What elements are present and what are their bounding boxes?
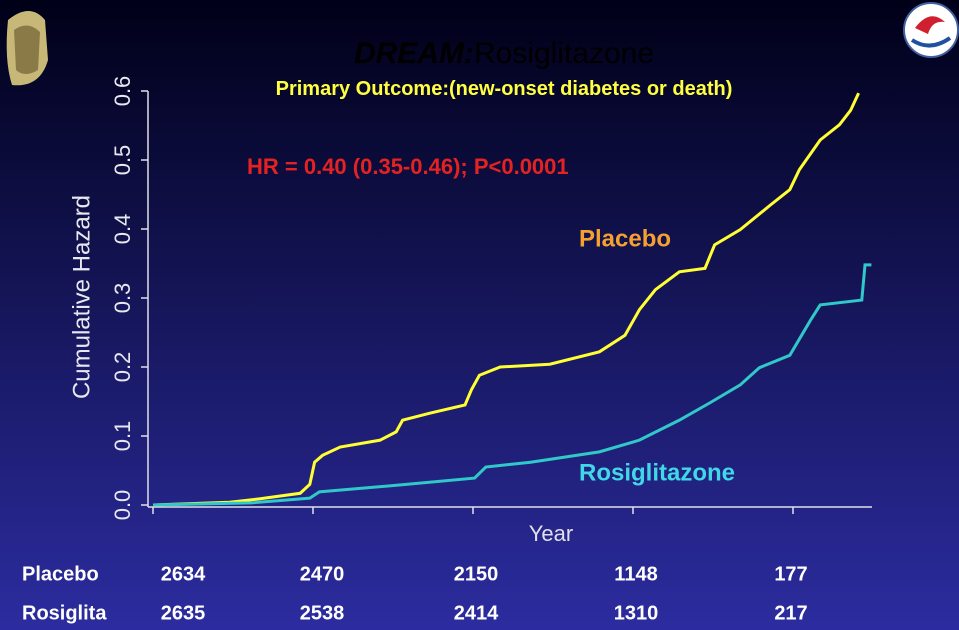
y-tick-label: 0.5 xyxy=(110,145,135,176)
y-tick-label: 0.1 xyxy=(110,421,135,452)
y-tick-label: 0.4 xyxy=(110,214,135,245)
annotation: HR = 0.40 (0.35-0.46); P<0.0001 xyxy=(247,154,569,179)
subtitle-lead: Primary Outcome: xyxy=(276,78,449,100)
corner-logo xyxy=(903,2,959,58)
title-prefix: DREAM: xyxy=(354,37,474,70)
x-tick-label: 0 xyxy=(147,554,159,579)
series-line xyxy=(152,92,860,507)
helmet-logo xyxy=(6,11,48,86)
x-tick-label: 1 xyxy=(307,554,319,579)
risk-row-label: Placebo xyxy=(22,563,99,585)
series-label: Placebo xyxy=(579,225,671,252)
risk-count: 2150 xyxy=(454,563,499,585)
y-axis-label: Cumulative Hazard xyxy=(68,195,95,399)
risk-row-label: Rosiglita xyxy=(22,602,107,624)
chart-title: DREAM:Rosiglitazone xyxy=(354,37,654,70)
y-tick-label: 0.3 xyxy=(110,283,135,314)
title-main: Rosiglitazone xyxy=(474,37,654,70)
risk-count: 1310 xyxy=(614,602,659,624)
x-tick-label: 2 xyxy=(467,554,479,579)
risk-count: 2470 xyxy=(300,563,345,585)
risk-count: 2538 xyxy=(300,602,345,624)
risk-count: 2635 xyxy=(161,602,206,624)
x-tick-label: 3 xyxy=(627,554,639,579)
risk-count: 217 xyxy=(774,602,807,624)
risk-count: 1148 xyxy=(614,563,657,585)
series-line xyxy=(152,263,872,507)
series-label: Rosiglitazone xyxy=(579,459,735,486)
y-tick-label: 0.0 xyxy=(110,490,135,521)
y-tick-label: 0.6 xyxy=(110,76,135,107)
risk-count: 177 xyxy=(774,563,807,585)
x-tick-labels: 0 1 2 3 4 xyxy=(147,554,799,579)
x-tick-label: 4 xyxy=(787,554,799,579)
subtitle-rest: (new-onset diabetes or death) xyxy=(449,78,732,100)
x-axis-label: Year xyxy=(529,521,573,546)
y-tick-label: 0.2 xyxy=(110,352,135,383)
risk-count: 2634 xyxy=(161,563,206,585)
risk-count: 2414 xyxy=(454,602,499,624)
subtitle: Primary Outcome:(new-onset diabetes or d… xyxy=(276,78,733,100)
